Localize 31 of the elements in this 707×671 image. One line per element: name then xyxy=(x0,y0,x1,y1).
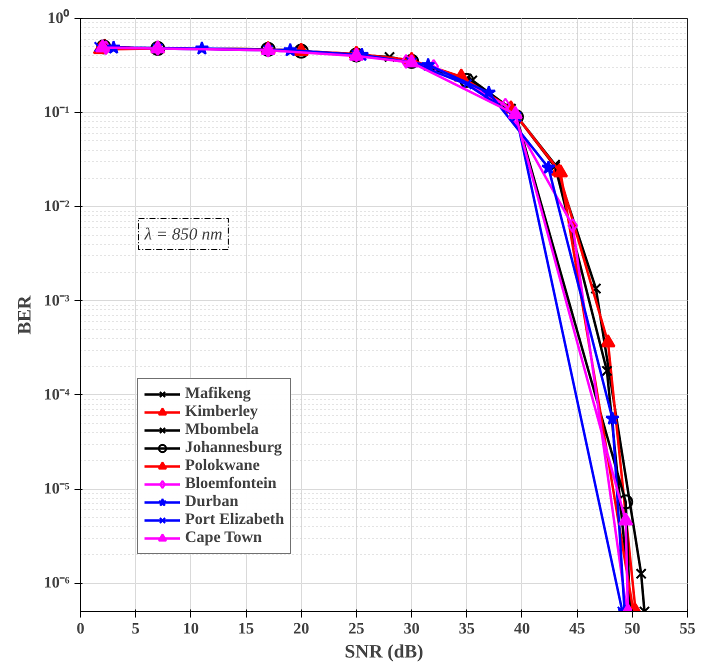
x-axis-title: SNR (dB) xyxy=(344,642,424,662)
legend-label: Bloemfontein xyxy=(185,475,277,493)
x-tick-label: 25 xyxy=(348,620,364,638)
x-tick-label: 35 xyxy=(458,620,475,638)
x-tick-label: 20 xyxy=(293,620,310,638)
x-tick-label: 30 xyxy=(404,620,420,638)
x-tick-label: 0 xyxy=(76,620,84,638)
x-tick-label: 45 xyxy=(569,620,586,638)
x-tick-label: 15 xyxy=(238,620,254,638)
legend-label: Mbombela xyxy=(185,421,259,439)
legend-label: Polokwane xyxy=(185,457,260,475)
x-tick-label: 55 xyxy=(680,620,696,638)
x-tick-label: 50 xyxy=(624,620,640,638)
y-tick-label: 10⁻³ xyxy=(44,292,70,310)
y-tick-label: 10⁰ xyxy=(48,9,70,27)
y-tick-label: 10⁻⁵ xyxy=(44,480,70,498)
y-tick-label: 10⁻² xyxy=(44,198,70,216)
annotation: λ = 850 nm xyxy=(144,224,222,244)
y-tick-label: 10⁻⁶ xyxy=(44,574,70,592)
legend-label: Cape Town xyxy=(185,529,262,547)
y-tick-label: 10⁻¹ xyxy=(44,104,70,122)
x-tick-label: 10 xyxy=(182,620,199,638)
x-tick-label: 40 xyxy=(514,620,530,638)
y-axis-title: BER xyxy=(14,295,36,335)
legend-label: Port Elizabeth xyxy=(185,511,284,529)
legend-label: Mafikeng xyxy=(185,385,251,403)
legend-label: Kimberley xyxy=(185,403,258,421)
legend-label: Johannesburg xyxy=(185,439,282,457)
y-tick-label: 10⁻⁴ xyxy=(44,386,70,404)
legend-label: Durban xyxy=(185,493,238,511)
x-tick-label: 5 xyxy=(132,620,140,638)
